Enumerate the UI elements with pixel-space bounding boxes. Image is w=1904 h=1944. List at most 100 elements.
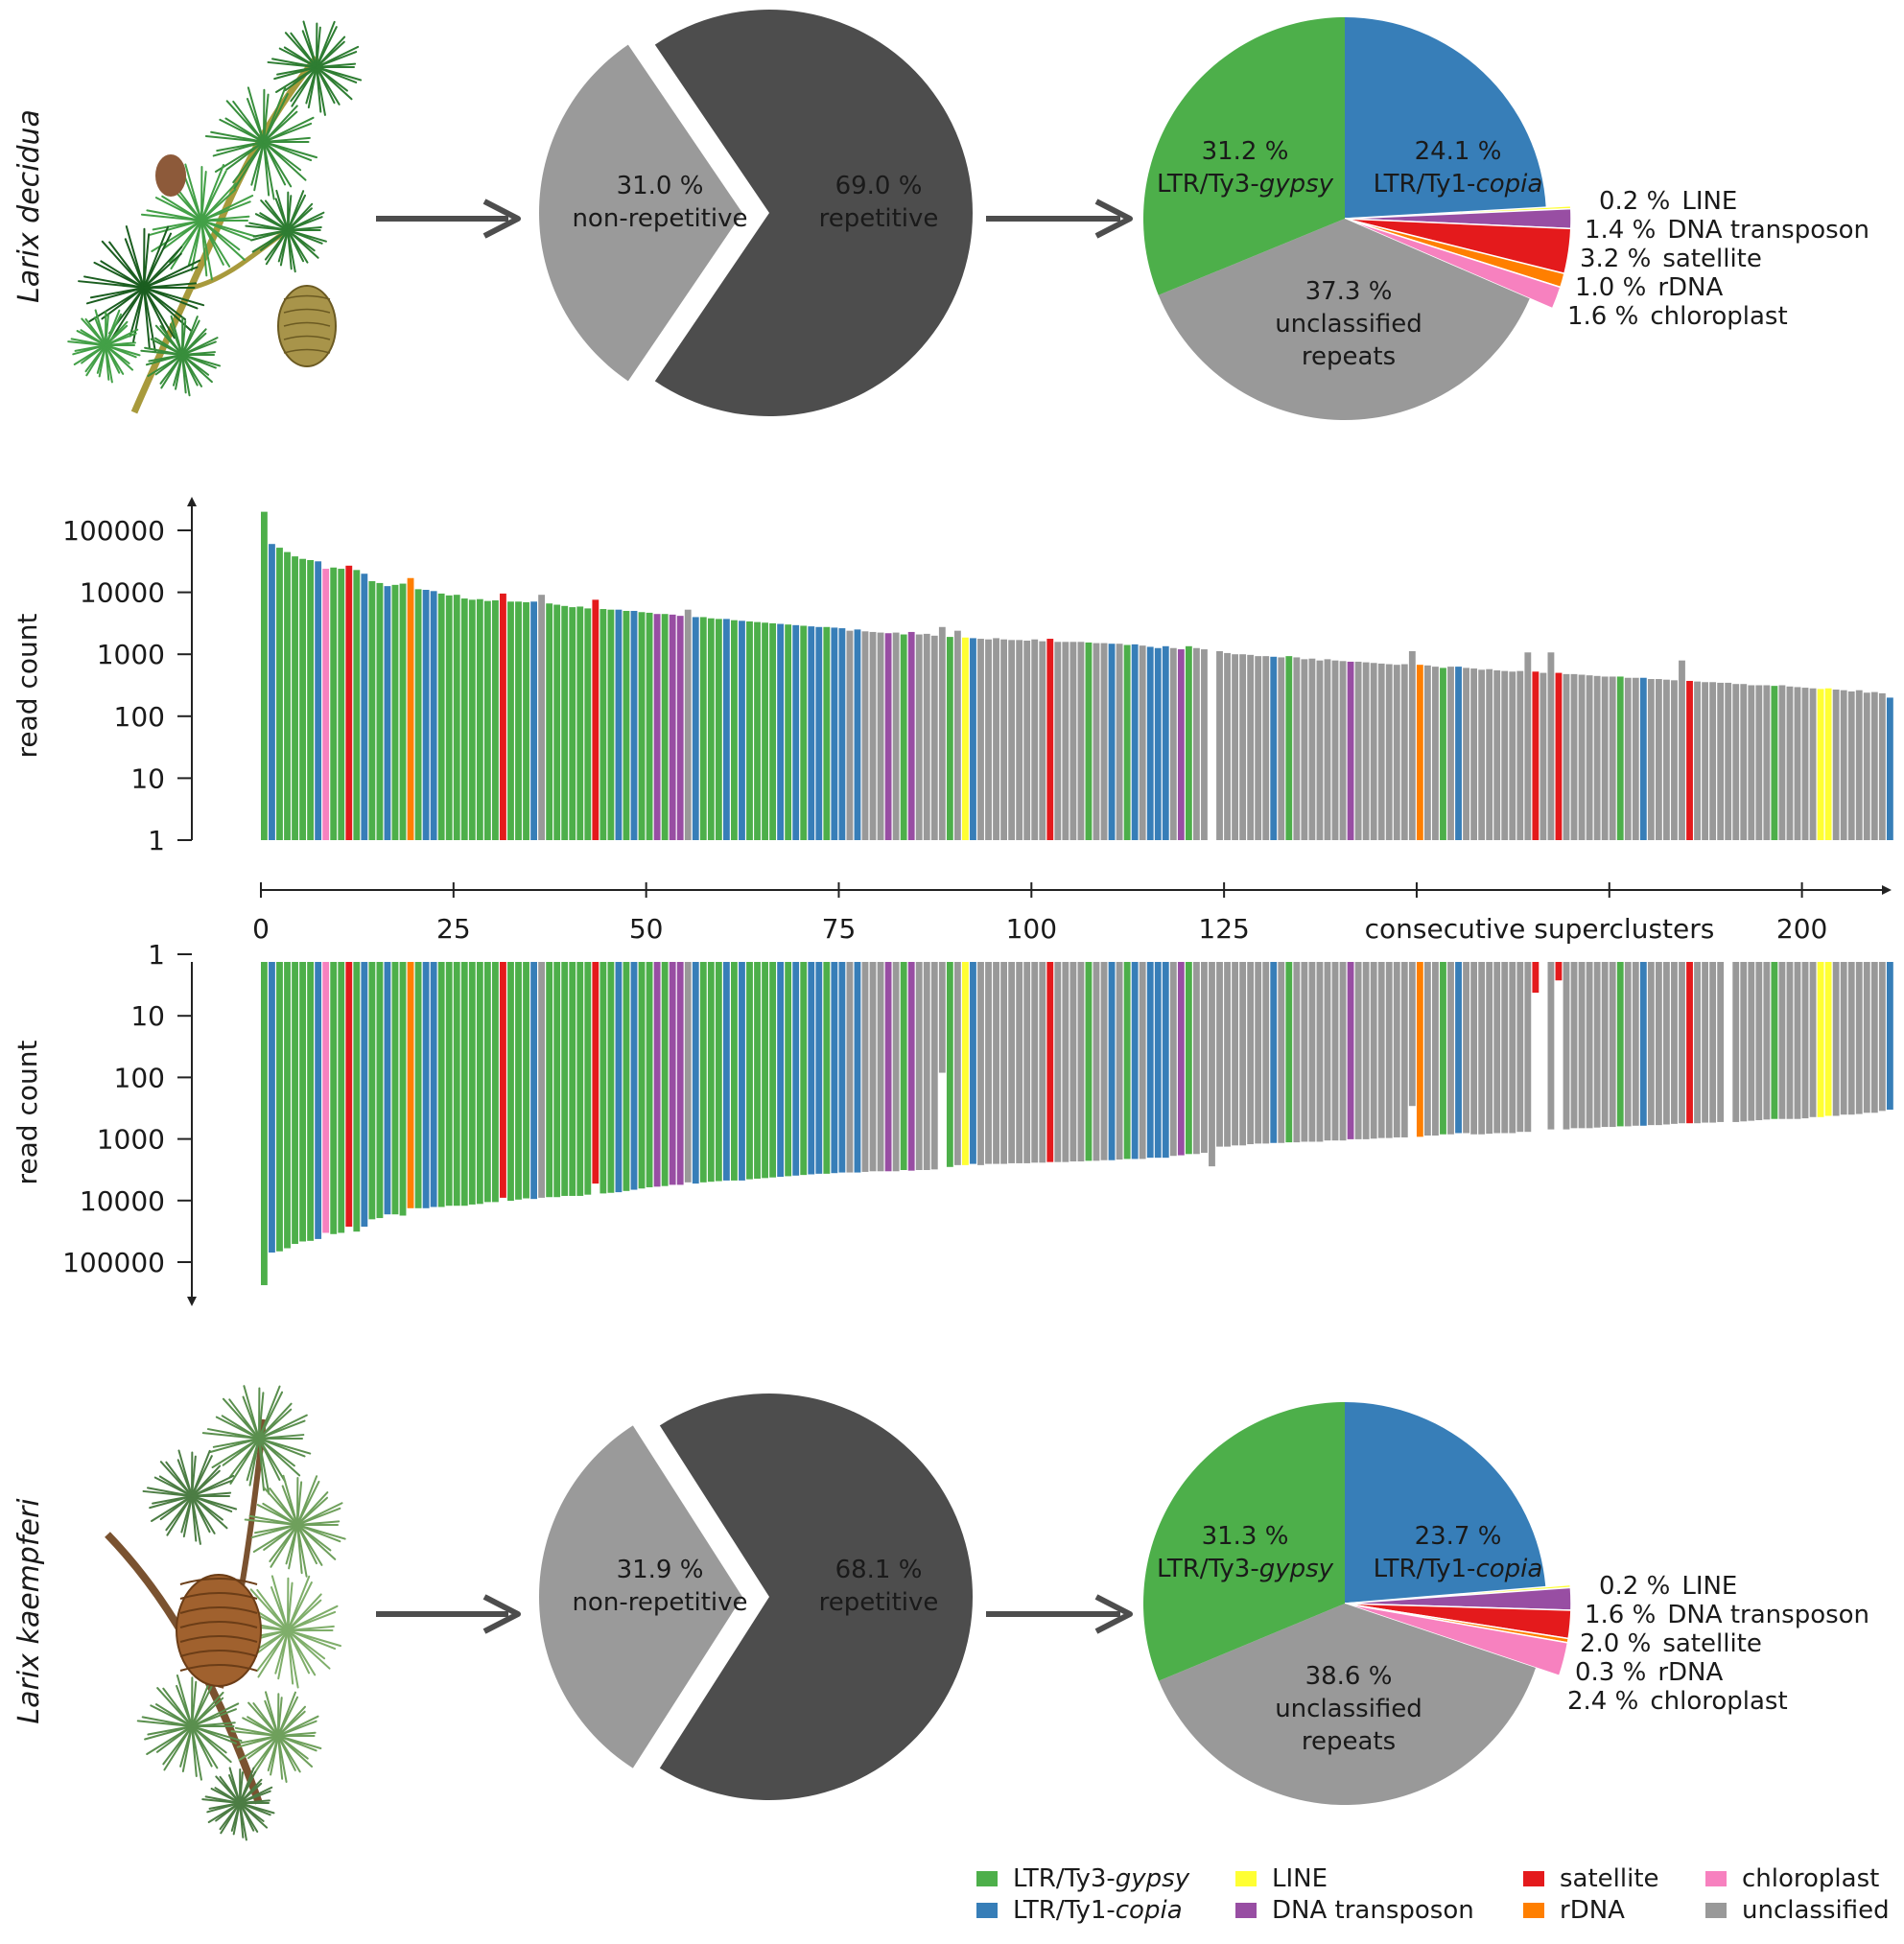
xtick-label-4: 100 xyxy=(1006,913,1057,945)
bar-bottom-110 xyxy=(1108,962,1116,1160)
bar-top-195 xyxy=(1763,685,1771,840)
legend-label-rdna: rDNA xyxy=(1560,1896,1625,1925)
pie-slice-repetitive xyxy=(654,10,973,416)
bar-top-92 xyxy=(970,638,976,840)
bar-top-40 xyxy=(569,607,576,840)
bar-top-129 xyxy=(1255,656,1262,840)
bar-top-95 xyxy=(993,638,999,840)
ytick-label-top-2: 100 xyxy=(114,701,165,733)
bar-top-31 xyxy=(500,593,506,840)
legend-swatch-unclassified xyxy=(1705,1903,1727,1918)
bar-top-134 xyxy=(1293,657,1301,840)
bar-bottom-131 xyxy=(1270,962,1278,1143)
bar-bottom-42 xyxy=(584,962,592,1195)
bar-bottom-23 xyxy=(437,962,445,1207)
bar-bottom-16 xyxy=(384,962,391,1215)
species-label-bottom: Larix kaempferi xyxy=(12,1498,46,1724)
legend-label-unclassified: unclassified xyxy=(1742,1896,1890,1925)
bar-bottom-58 xyxy=(707,962,715,1183)
bar-bottom-39 xyxy=(561,962,569,1196)
bar-bottom-27 xyxy=(468,962,476,1205)
bar-top-146 xyxy=(1385,664,1393,840)
bar-bottom-159 xyxy=(1486,962,1493,1135)
bar-top-167 xyxy=(1547,652,1555,840)
bar-bottom-86 xyxy=(923,962,930,1170)
bar-bottom-170 xyxy=(1570,962,1578,1129)
bar-bottom-48 xyxy=(630,962,638,1190)
ytick-label-top-1: 10 xyxy=(130,762,165,794)
bar-top-141 xyxy=(1347,661,1354,840)
bar-bottom-173 xyxy=(1593,962,1601,1128)
bar-top-98 xyxy=(1016,640,1023,840)
xtick-label-5: 125 xyxy=(1198,913,1249,945)
bar-top-135 xyxy=(1301,659,1308,840)
pie-slice-gypsy xyxy=(1143,17,1345,295)
bar-top-11 xyxy=(345,565,353,840)
bar-bottom-128 xyxy=(1247,962,1255,1145)
bar-bottom-119 xyxy=(1177,962,1185,1156)
bar-top-30 xyxy=(491,599,499,840)
bar-bottom-189 xyxy=(1717,962,1725,1122)
bar-bottom-145 xyxy=(1377,962,1385,1138)
bar-bottom-117 xyxy=(1162,962,1169,1159)
bar-bottom-150 xyxy=(1416,962,1423,1137)
bar-top-137 xyxy=(1316,660,1324,840)
pie-label-unclassified-name2: repeats xyxy=(1302,1727,1396,1756)
bar-top-35 xyxy=(530,601,537,840)
bar-bottom-137 xyxy=(1316,962,1324,1142)
bar-top-53 xyxy=(669,614,676,840)
bar-top-131 xyxy=(1270,656,1278,840)
bar-top-94 xyxy=(985,639,992,840)
bar-top-124 xyxy=(1216,650,1223,840)
legend-swatch-copia xyxy=(976,1903,998,1918)
bar-top-56 xyxy=(692,617,699,840)
pie-slice-unclassified xyxy=(1158,219,1530,421)
bar-bottom-70 xyxy=(800,962,808,1176)
bar-top-78 xyxy=(861,631,869,840)
bar-top-174 xyxy=(1601,676,1609,840)
pie-label-copia-pct: 23.7 % xyxy=(1415,1522,1502,1551)
bar-bottom-76 xyxy=(846,962,854,1173)
xtick-label-2: 50 xyxy=(629,913,664,945)
bar-bottom-177 xyxy=(1624,962,1632,1127)
bar-top-17 xyxy=(391,584,399,840)
bar-top-180 xyxy=(1647,679,1655,840)
bar-top-60 xyxy=(722,619,730,840)
bar-bottom-118 xyxy=(1169,962,1177,1157)
bar-bottom-151 xyxy=(1423,962,1431,1136)
bar-top-58 xyxy=(707,618,715,840)
bar-top-8 xyxy=(322,569,330,840)
bar-top-139 xyxy=(1331,660,1339,840)
bar-top-196 xyxy=(1771,686,1778,840)
ytick-label-bottom-2: 100 xyxy=(114,1062,165,1093)
bar-bottom-211 xyxy=(1886,962,1893,1111)
bar-bottom-204 xyxy=(1832,962,1840,1116)
bar-top-190 xyxy=(1725,682,1732,840)
bar-bottom-188 xyxy=(1709,962,1717,1123)
bar-top-80 xyxy=(877,632,884,840)
bar-bottom-46 xyxy=(615,962,623,1193)
bar-top-114 xyxy=(1139,645,1146,840)
bar-bottom-51 xyxy=(653,962,661,1187)
bar-bottom-93 xyxy=(977,962,984,1165)
bar-bottom-144 xyxy=(1370,962,1377,1139)
pie-label-copia-name: LTR/Ty1-copia xyxy=(1374,170,1543,199)
bar-top-166 xyxy=(1540,672,1547,840)
bar-top-99 xyxy=(1023,640,1031,840)
bar-bottom-52 xyxy=(661,962,669,1186)
bar-bottom-103 xyxy=(1054,962,1062,1162)
side-label-rdna: 1.0 % rDNA xyxy=(1575,273,1723,302)
legend-swatch-rdna xyxy=(1523,1903,1544,1918)
bar-top-192 xyxy=(1740,684,1748,840)
bar-top-34 xyxy=(523,601,529,840)
bar-bottom-112 xyxy=(1123,962,1131,1159)
bar-bottom-129 xyxy=(1255,962,1262,1144)
bar-top-169 xyxy=(1563,673,1570,840)
bar-top-151 xyxy=(1423,665,1431,840)
bar-bottom-87 xyxy=(930,962,938,1170)
bar-top-162 xyxy=(1509,671,1516,840)
bar-top-113 xyxy=(1131,644,1139,840)
bar-top-89 xyxy=(946,637,953,840)
bar-bottom-84 xyxy=(907,962,915,1171)
bar-bottom-140 xyxy=(1339,962,1347,1141)
